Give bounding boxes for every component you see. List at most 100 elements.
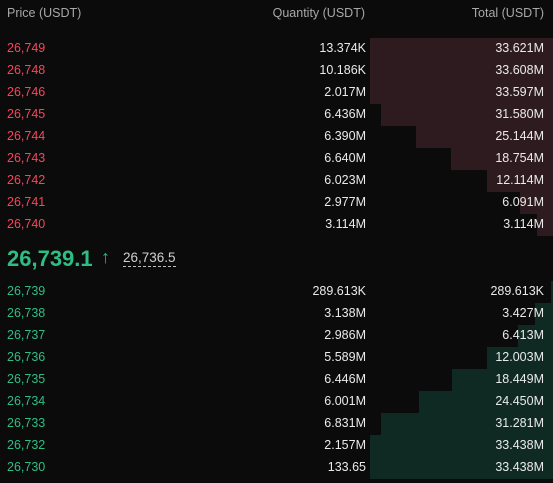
- bid-price[interactable]: 26,738: [7, 306, 46, 320]
- bid-price[interactable]: 26,735: [7, 372, 46, 386]
- arrow-up-icon: ↑: [101, 247, 110, 267]
- quantity-column-header: Quantity (USDT): [272, 6, 365, 20]
- ask-price[interactable]: 26,748: [7, 63, 46, 77]
- bid-orders: 26,739 289.613K 289.613K 26,738 3.138M 3.427M…: [0, 281, 553, 479]
- ask-price[interactable]: 26,744: [7, 129, 46, 143]
- bid-total: 6.413M: [502, 328, 544, 342]
- price-column-header: Price (USDT): [7, 6, 82, 20]
- bid-order-row[interactable]: 26,736 5.589M 12.003M: [0, 347, 553, 369]
- bid-order-row[interactable]: 26,734 6.001M 24.450M: [0, 391, 553, 413]
- ask-total: 3.114M: [503, 217, 544, 231]
- ask-order-row[interactable]: 26,746 2.017M 33.597M: [0, 82, 553, 104]
- bid-total: 12.003M: [495, 350, 544, 364]
- bid-price[interactable]: 26,739: [7, 284, 46, 298]
- ask-order-row[interactable]: 26,749 13.374K 33.621M: [0, 38, 553, 60]
- bid-order-row[interactable]: 26,732 2.157M 33.438M: [0, 435, 553, 457]
- ask-total: 18.754M: [495, 151, 544, 165]
- bid-order-row[interactable]: 26,735 6.446M 18.449M: [0, 369, 553, 391]
- ask-price[interactable]: 26,742: [7, 173, 46, 187]
- bid-price[interactable]: 26,737: [7, 328, 46, 342]
- ask-depth-bar: [381, 104, 553, 126]
- bid-quantity: 2.157M: [324, 438, 366, 452]
- ask-quantity: 2.017M: [324, 85, 366, 99]
- bid-depth-bar: [452, 369, 553, 391]
- ask-depth-bar: [520, 192, 553, 214]
- ask-order-row[interactable]: 26,748 10.186K 33.608M: [0, 60, 553, 82]
- bid-total: 18.449M: [495, 372, 544, 386]
- ask-price[interactable]: 26,743: [7, 151, 46, 165]
- bid-depth-bar: [551, 281, 553, 303]
- ask-depth-bar: [537, 214, 553, 236]
- ask-quantity: 13.374K: [319, 41, 366, 55]
- bid-price[interactable]: 26,732: [7, 438, 46, 452]
- bid-total: 289.613K: [490, 284, 544, 298]
- bid-quantity: 289.613K: [312, 284, 366, 298]
- last-price-row: 26,739.1 ↑ 26,736.5: [0, 244, 553, 274]
- bid-quantity: 2.986M: [324, 328, 366, 342]
- ask-order-row[interactable]: 26,743 6.640M 18.754M: [0, 148, 553, 170]
- bid-depth-bar: [487, 347, 553, 369]
- ask-order-row[interactable]: 26,741 2.977M 6.091M: [0, 192, 553, 214]
- bid-order-row[interactable]: 26,738 3.138M 3.427M: [0, 303, 553, 325]
- mark-price[interactable]: 26,736.5: [123, 250, 176, 267]
- bid-depth-bar: [518, 325, 553, 347]
- ask-depth-bar: [416, 126, 553, 148]
- ask-quantity: 2.977M: [324, 195, 366, 209]
- ask-order-row[interactable]: 26,745 6.436M 31.580M: [0, 104, 553, 126]
- ask-order-row[interactable]: 26,744 6.390M 25.144M: [0, 126, 553, 148]
- bid-depth-bar: [419, 391, 553, 413]
- bid-price[interactable]: 26,733: [7, 416, 46, 430]
- ask-total: 12.114M: [496, 173, 544, 187]
- bid-quantity: 6.446M: [324, 372, 366, 386]
- bid-quantity: 3.138M: [324, 306, 366, 320]
- bid-depth-bar: [381, 413, 553, 435]
- bid-depth-bar: [535, 303, 553, 325]
- bid-quantity: 6.001M: [324, 394, 366, 408]
- bid-order-row[interactable]: 26,730 133.65 33.438M: [0, 457, 553, 479]
- bid-quantity: 5.589M: [324, 350, 366, 364]
- ask-price[interactable]: 26,745: [7, 107, 46, 121]
- ask-total: 6.091M: [502, 195, 544, 209]
- ask-price[interactable]: 26,741: [7, 195, 46, 209]
- bid-quantity: 6.831M: [324, 416, 366, 430]
- ask-quantity: 3.114M: [325, 217, 366, 231]
- ask-orders: 26,749 13.374K 33.621M 26,748 10.186K 33.608M…: [0, 38, 553, 236]
- total-column-header: Total (USDT): [471, 6, 544, 20]
- order-book-header: Price (USDT) Quantity (USDT) Total (USDT…: [0, 0, 553, 28]
- ask-depth-bar: [370, 60, 553, 82]
- ask-price[interactable]: 26,746: [7, 85, 46, 99]
- last-price: 26,739.1: [7, 246, 93, 271]
- bid-price[interactable]: 26,736: [7, 350, 46, 364]
- ask-depth-bar: [451, 148, 553, 170]
- ask-quantity: 6.390M: [324, 129, 366, 143]
- ask-total: 25.144M: [495, 129, 544, 143]
- ask-total: 33.608M: [495, 63, 544, 77]
- ask-total: 33.597M: [495, 85, 544, 99]
- bid-quantity: 133.65: [327, 460, 366, 474]
- ask-quantity: 6.023M: [324, 173, 366, 187]
- ask-quantity: 6.640M: [324, 151, 366, 165]
- bid-price[interactable]: 26,734: [7, 394, 46, 408]
- bid-order-row[interactable]: 26,737 2.986M 6.413M: [0, 325, 553, 347]
- ask-quantity: 10.186K: [319, 63, 366, 77]
- bid-total: 33.438M: [495, 438, 544, 452]
- ask-total: 33.621M: [495, 41, 544, 55]
- bid-total: 31.281M: [495, 416, 544, 430]
- ask-quantity: 6.436M: [324, 107, 366, 121]
- ask-price[interactable]: 26,749: [7, 41, 46, 55]
- bid-depth-bar: [370, 435, 553, 457]
- bid-total: 3.427M: [502, 306, 544, 320]
- bid-order-row[interactable]: 26,733 6.831M 31.281M: [0, 413, 553, 435]
- bid-order-row[interactable]: 26,739 289.613K 289.613K: [0, 281, 553, 303]
- ask-price[interactable]: 26,740: [7, 217, 46, 231]
- bid-depth-bar: [370, 457, 553, 479]
- ask-order-row[interactable]: 26,742 6.023M 12.114M: [0, 170, 553, 192]
- ask-order-row[interactable]: 26,740 3.114M 3.114M: [0, 214, 553, 236]
- bid-price[interactable]: 26,730: [7, 460, 46, 474]
- bid-total: 24.450M: [495, 394, 544, 408]
- ask-depth-bar: [370, 38, 553, 60]
- ask-depth-bar: [370, 82, 553, 104]
- ask-total: 31.580M: [495, 107, 544, 121]
- ask-depth-bar: [487, 170, 553, 192]
- bid-total: 33.438M: [495, 460, 544, 474]
